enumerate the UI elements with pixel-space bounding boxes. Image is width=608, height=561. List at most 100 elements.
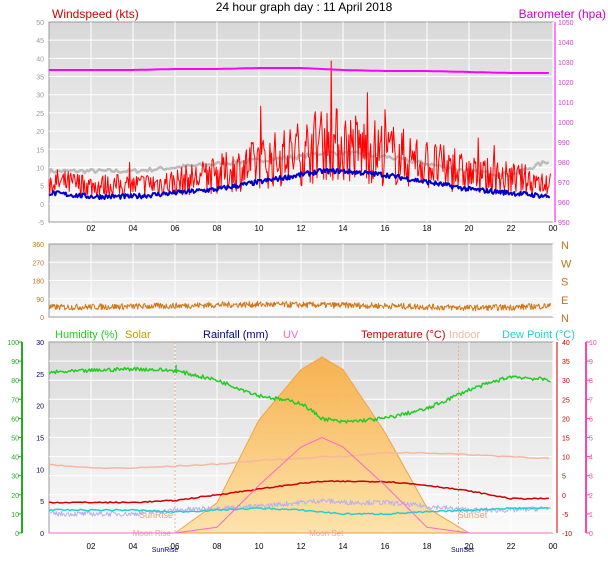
direction-left-tick-label: 360 bbox=[32, 242, 44, 249]
humidity-axis-tick-label: 0 bbox=[15, 531, 19, 538]
uv-axis-tick-label: 4 bbox=[589, 455, 593, 462]
temperature-axis-tick-label: -5 bbox=[562, 512, 568, 519]
temperature-axis-tick-label: 35 bbox=[562, 359, 570, 366]
windspeed-line bbox=[48, 60, 551, 198]
x-tick-label: 20 bbox=[465, 542, 474, 551]
wind-left-tick-label: 50 bbox=[36, 20, 44, 27]
x-tick-label: 02 bbox=[87, 542, 96, 551]
x-tick-label: 12 bbox=[297, 224, 306, 233]
temperature-axis-tick-label: 15 bbox=[562, 436, 570, 443]
humidity-axis-tick-label: 20 bbox=[11, 493, 19, 500]
x-tick-label: 16 bbox=[381, 224, 390, 233]
uv-axis-tick-label: 1 bbox=[589, 512, 593, 519]
direction-left-tick-label: 90 bbox=[36, 297, 44, 304]
legend-item: Humidity (%) bbox=[55, 329, 118, 341]
uv-axis-tick-label: 10 bbox=[589, 340, 597, 347]
baro-right-tick-label: 1040 bbox=[558, 40, 574, 47]
sunrise-label: SunRise bbox=[139, 510, 173, 520]
uv-axis-tick-label: 3 bbox=[589, 474, 593, 481]
temperature-axis-tick-label: -10 bbox=[562, 531, 572, 538]
x-tick-label: 06 bbox=[171, 224, 180, 233]
dew-point-line bbox=[48, 506, 549, 516]
rainfall-axis-tick-label: 15 bbox=[36, 436, 44, 443]
humidity-axis-tick-label: 100 bbox=[7, 340, 19, 347]
wind-direction-line bbox=[49, 300, 551, 312]
wind-left-tick-label: 15 bbox=[36, 147, 44, 154]
uv-axis-tick-label: 5 bbox=[589, 436, 593, 443]
x-tick-label: 16 bbox=[381, 542, 390, 551]
x-tick-label: 18 bbox=[423, 224, 432, 233]
sunset-tick-label: SunSet bbox=[451, 547, 474, 554]
compass-label: N bbox=[561, 313, 569, 325]
humidity-axis-tick-label: 40 bbox=[11, 455, 19, 462]
x-tick-label: 10 bbox=[255, 224, 264, 233]
rainfall-axis-tick-label: 20 bbox=[36, 404, 44, 411]
compass-label: E bbox=[561, 295, 568, 307]
temperature-axis-tick-label: 30 bbox=[562, 378, 570, 385]
temperature-axis-tick-label: 10 bbox=[562, 455, 570, 462]
x-tick-label: 10 bbox=[255, 542, 264, 551]
rainfall-axis-tick-label: 10 bbox=[36, 467, 44, 474]
humidity-axis-tick-label: 60 bbox=[11, 416, 19, 423]
humidity-axis-tick-label: 70 bbox=[11, 397, 19, 404]
rainfall-axis-tick-label: 0 bbox=[40, 531, 44, 538]
baro-right-tick-label: 1020 bbox=[558, 80, 574, 87]
x-tick-label: 14 bbox=[339, 224, 348, 233]
sunset-label: SunSet bbox=[458, 510, 488, 520]
wind-average-line bbox=[48, 167, 550, 200]
direction-left-tick-label: 270 bbox=[32, 260, 44, 267]
wind-left-tick-label: 5 bbox=[40, 184, 44, 191]
uv-axis-tick-label: 6 bbox=[589, 416, 593, 423]
uv-axis-tick-label: 9 bbox=[589, 359, 593, 366]
uv-axis-tick-label: 7 bbox=[589, 397, 593, 404]
temperature-axis-tick-label: 0 bbox=[562, 493, 566, 500]
temperature-line bbox=[48, 480, 549, 504]
uv-axis-tick-label: 0 bbox=[589, 531, 593, 538]
barometer-line bbox=[49, 67, 549, 74]
apparent-temp-line bbox=[48, 498, 551, 517]
humidity-axis-tick-label: 80 bbox=[11, 378, 19, 385]
wind-left-tick-label: -5 bbox=[38, 220, 44, 227]
direction-left-tick-label: 0 bbox=[40, 315, 44, 322]
legend-item: Indoor bbox=[449, 329, 481, 341]
baro-right-tick-label: 1000 bbox=[558, 120, 574, 127]
temperature-axis-tick-label: 40 bbox=[562, 340, 570, 347]
legend-item: Temperature (°C) bbox=[361, 329, 445, 341]
humidity-axis-tick-label: 50 bbox=[11, 436, 19, 443]
wind-left-tick-label: 40 bbox=[36, 56, 44, 63]
wind-axis-label: Windspeed (kts) bbox=[52, 7, 139, 21]
rainfall-axis-tick-label: 30 bbox=[36, 340, 44, 347]
rainfall-axis-tick-label: 5 bbox=[40, 499, 44, 506]
x-tick-label: 20 bbox=[465, 224, 474, 233]
wind-left-tick-label: 35 bbox=[36, 75, 44, 82]
baro-right-tick-label: 980 bbox=[558, 160, 570, 167]
chart-title: 24 hour graph day : 11 April 2018 bbox=[215, 0, 393, 14]
temperature-axis-tick-label: 5 bbox=[562, 474, 566, 481]
baro-right-tick-label: 960 bbox=[558, 200, 570, 207]
baro-right-tick-label: 990 bbox=[558, 140, 570, 147]
compass-label: N bbox=[561, 240, 569, 252]
wind-left-tick-label: 30 bbox=[36, 93, 44, 100]
baro-right-tick-label: 950 bbox=[558, 220, 570, 227]
humidity-axis-tick-label: 90 bbox=[11, 359, 19, 366]
moonset-label: Moon Set bbox=[309, 529, 344, 538]
x-tick-label: 12 bbox=[297, 542, 306, 551]
wind-left-tick-label: 0 bbox=[40, 202, 44, 209]
x-tick-label: 22 bbox=[507, 542, 516, 551]
x-tick-label: 02 bbox=[87, 224, 96, 233]
compass-label: S bbox=[561, 277, 568, 289]
baro-right-tick-label: 1010 bbox=[558, 100, 574, 107]
legend-item: Rainfall (mm) bbox=[203, 329, 268, 341]
x-tick-label: 08 bbox=[213, 542, 222, 551]
baro-right-tick-label: 970 bbox=[558, 180, 570, 187]
compass-label: W bbox=[561, 258, 572, 270]
x-tick-label: 00 bbox=[549, 542, 558, 551]
x-tick-label: 22 bbox=[507, 224, 516, 233]
x-tick-label: 00 bbox=[549, 224, 558, 233]
baro-right-tick-label: 1030 bbox=[558, 60, 574, 67]
x-tick-label: 14 bbox=[339, 542, 348, 551]
uv-line bbox=[49, 437, 549, 534]
baro-right-tick-label: 1050 bbox=[558, 20, 574, 27]
x-tick-label: 08 bbox=[213, 224, 222, 233]
